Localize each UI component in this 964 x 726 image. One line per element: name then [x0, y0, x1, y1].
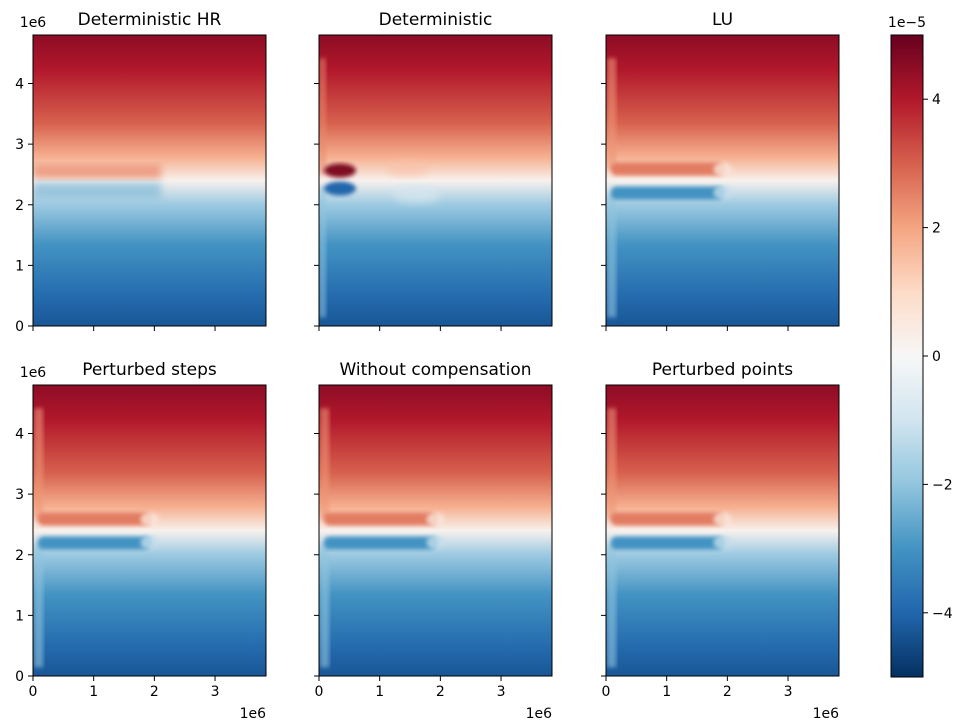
panel-4: Perturbed steps 0 1 2 3 1e6 0 1 2 3 4 1e6: [15, 360, 267, 722]
y-tick-label: 0: [15, 669, 24, 685]
heatmap: [33, 35, 266, 326]
x-tick-label: 0: [602, 684, 611, 700]
heatmap: [33, 385, 266, 676]
panel-title: Perturbed points: [652, 360, 793, 380]
x-tick-label: 3: [784, 684, 793, 700]
x-tick-label: 2: [150, 684, 159, 700]
x-offset-label: 1e6: [526, 706, 553, 722]
x-tick-label: 0: [29, 684, 38, 700]
axes-frame: [605, 384, 840, 677]
y-tick-label: 0: [15, 319, 24, 335]
x-tick-label: 1: [375, 684, 384, 700]
heatmap: [319, 385, 552, 676]
y-tick-label: 1: [15, 608, 24, 624]
y-tick-label: 3: [15, 487, 24, 503]
x-tick-label: 0: [315, 684, 324, 700]
colorbar-tick-label: −4: [932, 606, 953, 622]
x-tick-label: 1: [662, 684, 671, 700]
y-tick-label: 1: [15, 258, 24, 274]
colorbar-tick-label: 0: [932, 349, 941, 365]
panel-title: Deterministic HR: [78, 10, 222, 30]
panel-6: Perturbed points 0 1 2 3 1e6: [601, 360, 840, 722]
y-tick-label: 3: [15, 137, 24, 153]
axes-frame: [32, 34, 267, 327]
heatmap: [606, 385, 839, 676]
x-offset-label: 1e6: [813, 706, 840, 722]
colorbar-gradient: [891, 35, 923, 677]
axes-frame: [318, 384, 553, 677]
panel-title: LU: [712, 10, 733, 30]
axes-frame: [318, 34, 553, 327]
y-offset-label: 1e6: [20, 15, 47, 31]
x-tick-label: 2: [723, 684, 732, 700]
y-tick-label: 4: [15, 427, 24, 443]
y-tick-label: 2: [15, 198, 24, 214]
axes-frame: [32, 384, 267, 677]
axes-frame: [605, 34, 840, 327]
x-tick-label: 1: [89, 684, 98, 700]
y-tick-label: 2: [15, 548, 24, 564]
panel-5: Without compensation 0 1 2 3 1e6: [314, 360, 553, 722]
y-offset-label: 1e6: [20, 365, 47, 381]
x-tick-label: 3: [497, 684, 506, 700]
heatmap: [319, 35, 552, 326]
colorbar: −4 −2 0 2 4 1e−5: [888, 15, 953, 678]
panel-title: Perturbed steps: [82, 360, 217, 380]
heatmap: [606, 35, 839, 326]
x-tick-label: 3: [211, 684, 220, 700]
panel-3: LU: [601, 10, 840, 331]
x-tick-label: 2: [436, 684, 445, 700]
colorbar-tick-label: −2: [932, 477, 953, 493]
colorbar-tick-label: 4: [932, 92, 941, 108]
panel-1: Deterministic HR 0 1 2 3 4 1e6: [15, 10, 267, 335]
colorbar-tick-label: 2: [932, 221, 941, 237]
x-offset-label: 1e6: [240, 706, 267, 722]
y-tick-label: 4: [15, 77, 24, 93]
colorbar-offset-label: 1e−5: [888, 15, 926, 31]
panel-title: Deterministic: [379, 10, 493, 30]
panel-title: Without compensation: [339, 360, 531, 380]
panel-2: Deterministic: [314, 10, 553, 331]
